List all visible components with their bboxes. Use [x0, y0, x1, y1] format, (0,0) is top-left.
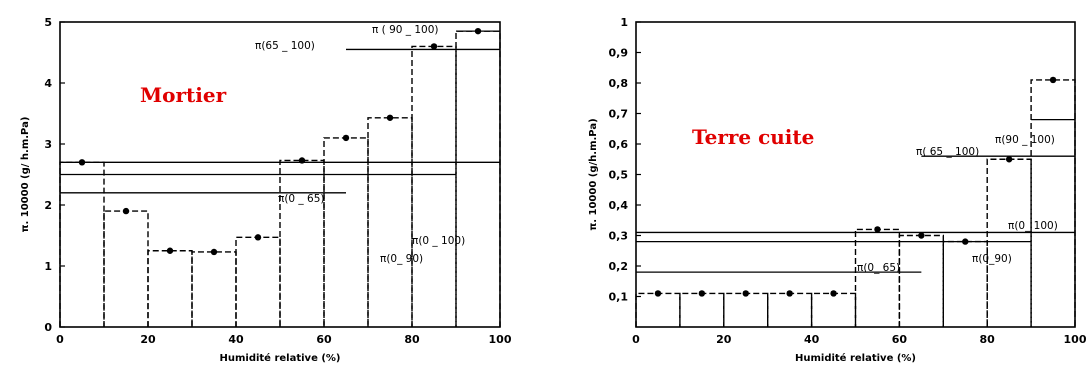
- data-point: [1005, 156, 1013, 163]
- bar: [103, 210, 149, 327]
- bar: [767, 292, 813, 327]
- reference-line-label: π(0 _ 65): [278, 193, 324, 205]
- reference-line-label: π(90 _ 100): [995, 134, 1055, 146]
- bar: [679, 292, 725, 327]
- data-point: [918, 232, 925, 239]
- reference-line-label: π(0 _ 100): [412, 235, 465, 247]
- bar: [191, 251, 237, 327]
- bar: [854, 228, 901, 327]
- bar: [942, 240, 988, 327]
- bar: [986, 158, 1032, 327]
- data-point: [1049, 76, 1057, 84]
- x-tick-label: 100: [489, 333, 512, 346]
- data-point: [254, 234, 262, 241]
- x-axis-label: Humidité relative (%): [219, 352, 340, 364]
- data-point: [698, 290, 706, 297]
- x-tick-label: 40: [228, 333, 244, 346]
- reference-line-label: π(0_90): [972, 253, 1012, 265]
- y-tick-label: 0,6: [609, 138, 629, 151]
- y-tick-label: 0,2: [609, 260, 629, 273]
- y-tick-label: 0,1: [609, 291, 629, 304]
- bar: [323, 137, 369, 327]
- bar: [810, 292, 857, 327]
- y-tick-label: 0,5: [609, 169, 629, 182]
- data-point: [210, 248, 218, 256]
- reference-line-label: π ( 90 _ 100): [372, 24, 439, 36]
- data-point: [830, 290, 837, 297]
- data-point: [430, 43, 438, 50]
- y-tick-label: 4: [44, 77, 52, 90]
- y-axis-label: π. 10000 (g/h.m.Pa): [588, 118, 599, 230]
- x-tick-label: 80: [404, 333, 420, 346]
- chart-title: Mortier: [140, 83, 227, 107]
- data-point: [122, 207, 130, 215]
- y-tick-label: 0,4: [609, 199, 629, 212]
- bar: [147, 250, 193, 327]
- y-tick-label: 1: [620, 16, 628, 29]
- data-point: [786, 290, 793, 297]
- bar: [279, 159, 325, 327]
- y-tick-label: 3: [44, 138, 52, 151]
- y-tick-label: 0,3: [609, 230, 629, 243]
- chart-terre-cuite: π(0_ 100) π(0_90) π(0_ 65) π( 65 _ 100) π(90…: [588, 16, 1087, 364]
- bar: [635, 292, 681, 327]
- bar: [455, 30, 501, 327]
- data-point: [874, 226, 881, 233]
- x-tick-label: 40: [804, 333, 820, 346]
- x-axis-label: Humidité relative (%): [795, 352, 916, 364]
- chart-mortier: π(0 _ 100) π(0_ 90) π(0 _ 65) π(65 _ 100) π …: [20, 16, 512, 364]
- data-point: [166, 247, 174, 254]
- x-tick-label: 80: [980, 333, 996, 346]
- x-tick-label: 60: [316, 333, 332, 346]
- reference-line-label: π(65 _ 100): [255, 40, 315, 52]
- x-tick-label: 0: [632, 333, 640, 346]
- x-tick-label: 60: [892, 333, 908, 346]
- x-tick-label: 0: [56, 333, 64, 346]
- bar: [411, 45, 457, 327]
- x-tick-label: 20: [716, 333, 732, 346]
- data-point: [386, 114, 394, 121]
- bar: [1030, 79, 1076, 327]
- bar: [235, 236, 281, 327]
- x-tick-label: 100: [1064, 333, 1087, 346]
- y-tick-label: 0,9: [609, 47, 629, 60]
- data-point: [654, 290, 662, 297]
- reference-line-label: π( 65 _ 100): [916, 146, 979, 158]
- y-tick-label: 5: [44, 16, 52, 29]
- reference-line-label: π(0_ 90): [380, 253, 423, 265]
- data-point: [342, 134, 350, 142]
- y-tick-label: 1: [44, 260, 52, 273]
- bar: [367, 117, 413, 327]
- bar: [723, 292, 769, 327]
- y-tick-label: 2: [44, 199, 52, 212]
- reference-line-label: π(0_ 65): [857, 262, 900, 274]
- y-tick-label: 0: [44, 321, 52, 334]
- x-tick-label: 20: [140, 333, 156, 346]
- data-point: [742, 290, 749, 297]
- bar: [898, 234, 944, 327]
- chart-title: Terre cuite: [692, 125, 814, 149]
- y-tick-label: 0,7: [609, 108, 629, 121]
- y-axis-label: π. 10000 (g/ h.m.Pa): [20, 117, 31, 233]
- bar: [59, 161, 105, 327]
- y-tick-label: 0,8: [609, 77, 629, 90]
- reference-line-label: π(0_ 100): [1008, 220, 1058, 232]
